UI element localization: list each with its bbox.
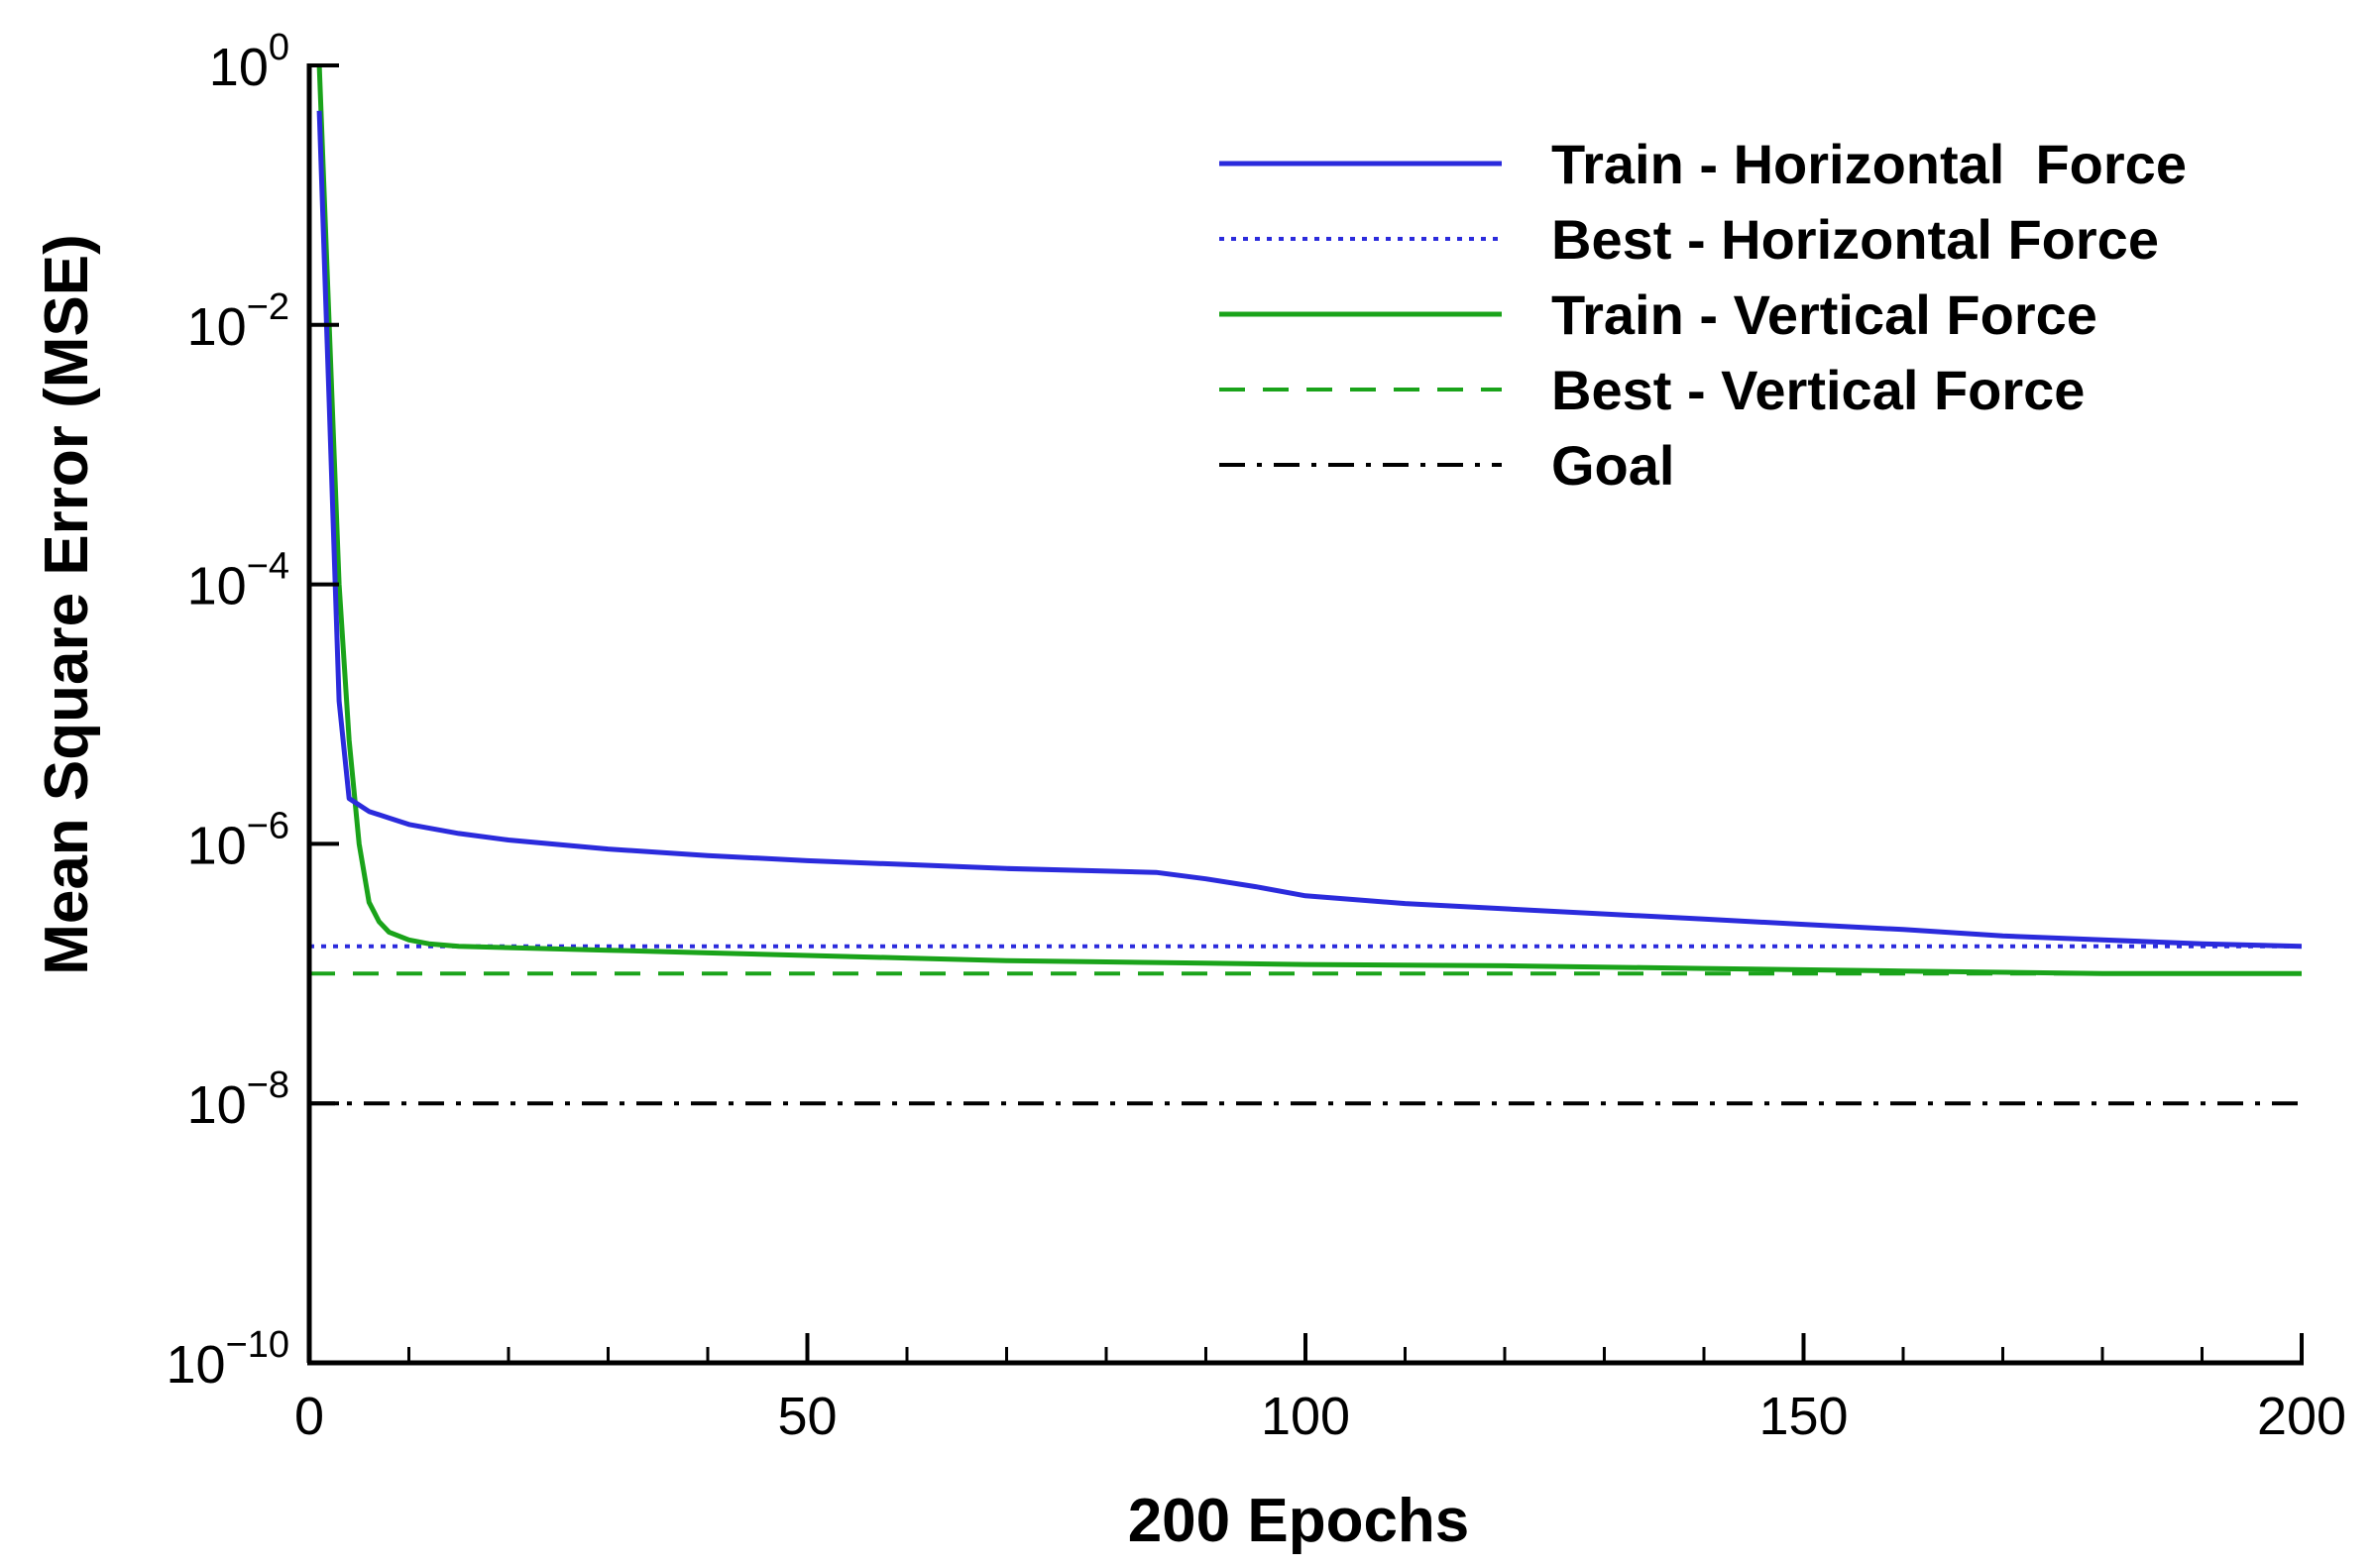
y-axis-title: Mean Square Error (MSE) [33,234,101,975]
legend-label-3: Best - Vertical Force [1551,359,2085,421]
x-tick-label: 150 [1758,1387,1848,1446]
x-tick-label: 0 [294,1387,324,1446]
x-tick-label: 200 [2257,1387,2346,1446]
y-tick-label: 100 [209,27,289,97]
y-tick-label: 10−6 [187,805,289,875]
legend-label-4: Goal [1551,434,1674,497]
y-tick-label: 10−8 [187,1064,289,1135]
y-tick-label: 10−2 [187,286,289,357]
y-tick-label: 10−4 [187,546,289,616]
series-line-0 [316,110,2302,950]
x-tick-label: 50 [777,1387,837,1446]
ticks: 0 50 100 150 200 100 10−2 10−4 10−6 10−8 10−10 [166,27,2346,1446]
y-tick-label: 10−10 [166,1324,289,1395]
x-tick-label: 100 [1261,1387,1350,1446]
legend-label-0: Train - Horizontal Force [1551,133,2187,195]
legend: Train - Horizontal Force Best - Horizonta… [1219,133,2187,497]
legend-label-1: Best - Horizontal Force [1551,208,2159,271]
x-axis-title: 200 Epochs [1128,1487,1470,1555]
series-line-2 [316,64,2302,976]
plot-lines [309,64,2302,1106]
legend-label-2: Train - Vertical Force [1551,283,2097,346]
